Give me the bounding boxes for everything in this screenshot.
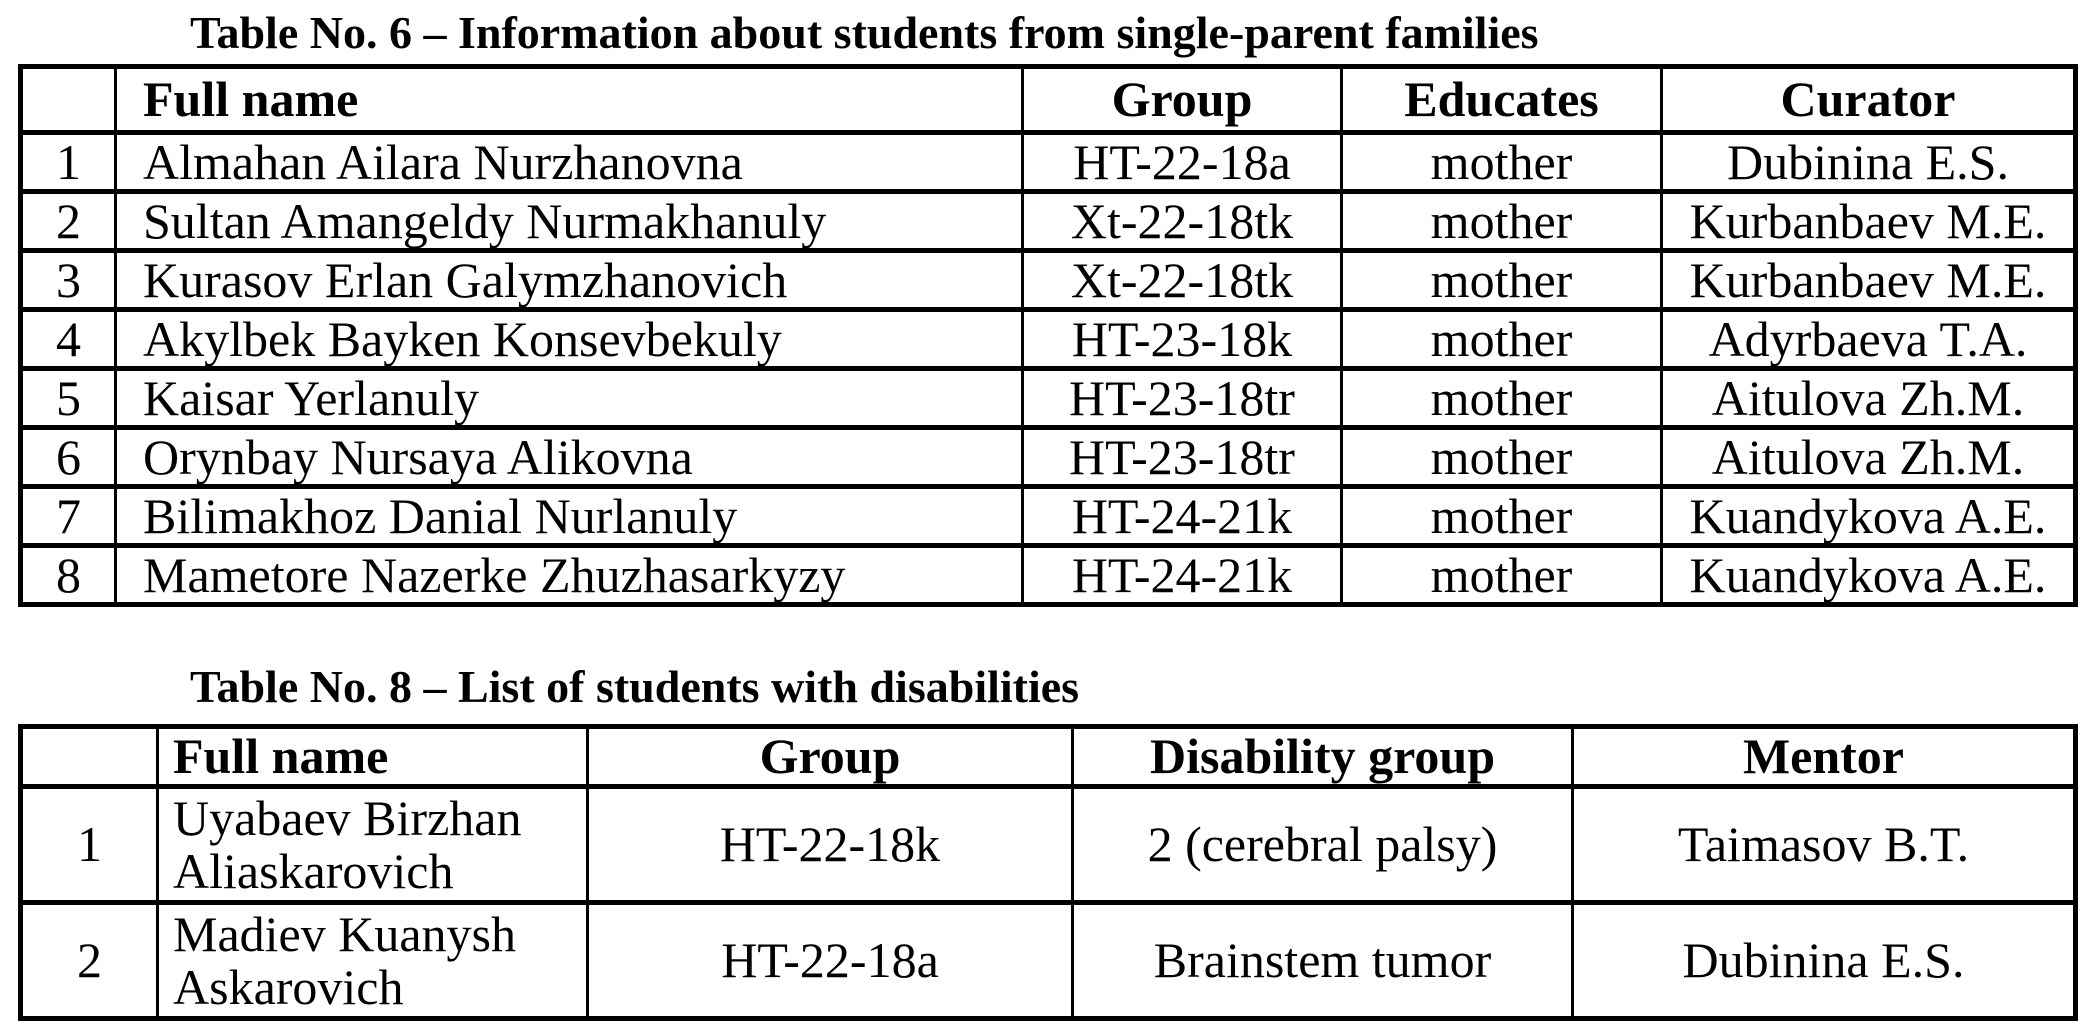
table-6-title: Table No. 6 – Information about students… [190,7,1539,58]
full-name-cell: Madiev Kuanysh Askarovich [156,900,589,1021]
group-cell: HT-23-18tr [1021,366,1343,430]
header-mentor: Mentor [1571,724,2077,789]
full-name-cell: Bilimakhoz Danial Nurlanuly [114,484,1024,548]
table-row: 1 Almahan Ailara Nurzhanovna HT-22-18a moth… [19,130,2077,194]
full-name-cell: Uyabaev Birzhan Aliaskarovich [156,784,589,905]
header-full-name: Full name [114,64,1024,135]
header-group: Group [586,724,1074,789]
group-cell: Xt-22-18tk [1021,189,1343,253]
header-full-name: Full name [156,724,589,789]
full-name-cell: Kurasov Erlan Galymzhanovich [114,248,1024,312]
curator-cell: Dubinina E.S. [1660,130,2077,194]
single-parent-families-table: Full name Group Educates Curator 1 Almahan A… [18,64,2078,607]
curator-cell: Aitulova Zh.M. [1660,366,2077,430]
table-row: 5 Kaisar Yerlanuly HT-23-18tr mother Aitulov… [19,366,2077,430]
table-row: 4 Akylbek Bayken Konsevbekuly HT-23-18k mot… [19,307,2077,371]
table-row: 6 Orynbay Nursaya Alikovna HT-23-18tr mothe… [19,425,2077,489]
header-group: Group [1021,64,1343,135]
table-row: 2 Madiev Kuanysh Askarovich HT-22-18a Brain… [19,900,2077,1021]
table-8-title: Table No. 8 – List of students with disa… [190,661,1080,712]
group-cell: HT-23-18tr [1021,425,1343,489]
table-row: 3 Kurasov Erlan Galymzhanovich Xt-22-18tk m… [19,248,2077,312]
table-row: 2 Sultan Amangeldy Nurmakhanuly Xt-22-18tk… [19,189,2077,253]
table-row: 8 Mametore Nazerke Zhuzhasarkyzy HT-24-21k… [19,543,2077,607]
group-cell: HT-22-18a [1021,130,1343,194]
group-cell: Xt-22-18tk [1021,248,1343,312]
disability-group-cell: 2 (cerebral palsy) [1071,784,1574,905]
full-name-cell: Almahan Ailara Nurzhanovna [114,130,1024,194]
curator-cell: Aitulova Zh.M. [1660,425,2077,489]
table-row: 1 Uyabaev Birzhan Aliaskarovich HT-22-18k 2… [19,784,2077,905]
header-disability-group: Disability group [1071,724,1574,789]
full-name-cell: Sultan Amangeldy Nurmakhanuly [114,189,1024,253]
row-number-cell: 1 [19,130,117,194]
row-number-cell: 8 [19,543,117,607]
row-number-cell: 3 [19,248,117,312]
mentor-cell: Taimasov B.T. [1571,784,2077,905]
row-number-cell: 7 [19,484,117,548]
full-name-cell: Orynbay Nursaya Alikovna [114,425,1024,489]
mentor-cell: Dubinina E.S. [1571,900,2077,1021]
curator-cell: Kurbanbaev M.E. [1660,248,2077,312]
curator-cell: Adyrbaeva T.A. [1660,307,2077,371]
header-row: Full name Group Educates Curator [19,64,2077,135]
row-number-cell: 2 [19,900,159,1021]
educates-cell: mother [1340,425,1663,489]
curator-cell: Kurbanbaev M.E. [1660,189,2077,253]
educates-cell: mother [1340,248,1663,312]
group-cell: HT-22-18k [586,784,1074,905]
group-cell: HT-22-18a [586,900,1074,1021]
full-name-cell: Mametore Nazerke Zhuzhasarkyzy [114,543,1024,607]
row-number-cell: 5 [19,366,117,430]
educates-cell: mother [1340,307,1663,371]
educates-cell: mother [1340,130,1663,194]
header-row-number [19,724,159,789]
table-row: 7 Bilimakhoz Danial Nurlanuly HT-24-21k mot… [19,484,2077,548]
group-cell: HT-23-18k [1021,307,1343,371]
row-number-cell: 6 [19,425,117,489]
header-educates: Educates [1340,64,1663,135]
curator-cell: Kuandykova A.E. [1660,543,2077,607]
full-name-cell: Akylbek Bayken Konsevbekuly [114,307,1024,371]
full-name-cell: Kaisar Yerlanuly [114,366,1024,430]
header-row-number [19,64,117,135]
header-row: Full name Group Disability group Mentor [19,724,2077,789]
header-curator: Curator [1660,64,2077,135]
educates-cell: mother [1340,189,1663,253]
disability-group-cell: Brainstem tumor [1071,900,1574,1021]
row-number-cell: 2 [19,189,117,253]
educates-cell: mother [1340,543,1663,607]
curator-cell: Kuandykova A.E. [1660,484,2077,548]
row-number-cell: 4 [19,307,117,371]
educates-cell: mother [1340,366,1663,430]
educates-cell: mother [1340,484,1663,548]
students-with-disabilities-table: Full name Group Disability group Mentor 1 Uy… [18,724,2078,1021]
group-cell: HT-24-21k [1021,484,1343,548]
group-cell: HT-24-21k [1021,543,1343,607]
row-number-cell: 1 [19,784,159,905]
